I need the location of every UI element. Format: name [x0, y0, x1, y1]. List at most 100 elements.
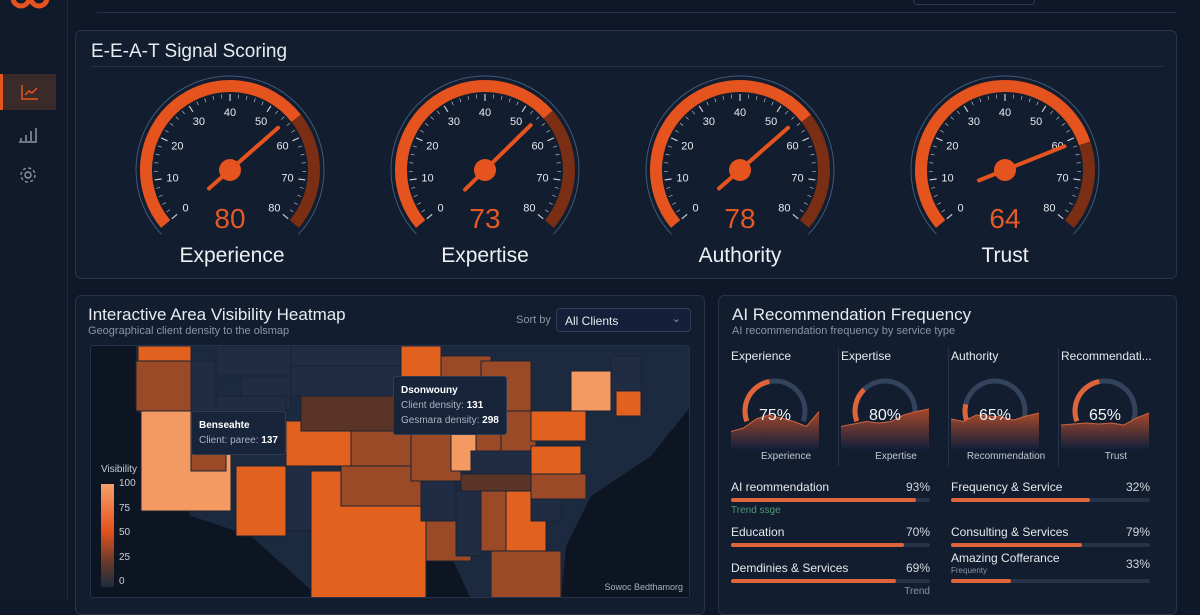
gauge-scale-label: 50: [255, 116, 267, 128]
map-region[interactable]: [138, 346, 191, 361]
gauge-needle: [979, 146, 1064, 180]
map-region[interactable]: [191, 361, 216, 411]
gauge-tick: [530, 111, 533, 114]
gauge-tick: [931, 154, 935, 155]
gauge-tick: [413, 146, 417, 147]
heatmap-title: Interactive Area Visibility Heatmap: [88, 305, 346, 325]
sidebar: [0, 0, 68, 600]
gauge-label: Trust: [905, 244, 1105, 268]
gauge-scale-label: 10: [421, 173, 433, 185]
gauge-tick: [945, 123, 948, 125]
map-region[interactable]: [481, 491, 506, 551]
gauge-tick: [756, 96, 757, 100]
ai-card-footer: Recommendation: [951, 451, 1061, 462]
gauge-tick: [293, 138, 299, 141]
gauge-tick: [785, 111, 788, 114]
tooltip-label: Gesmara density:: [401, 415, 479, 426]
metric-value: 32%: [1100, 480, 1150, 494]
ai-card-title: Experience: [731, 349, 791, 363]
search-input[interactable]: [913, 0, 1035, 5]
gauge-tick: [964, 106, 968, 112]
gauge-tick: [411, 154, 415, 155]
gauge-tick: [553, 179, 560, 180]
map-region[interactable]: [136, 361, 191, 411]
map-region[interactable]: [341, 466, 421, 506]
gauge-tick: [275, 111, 278, 114]
gauge-tick: [416, 138, 422, 141]
map-region[interactable]: [461, 474, 531, 491]
map-region[interactable]: [216, 346, 291, 376]
ai-card-title: Expertise: [841, 349, 891, 363]
gauge-tick: [287, 123, 290, 125]
map-canvas[interactable]: [91, 346, 690, 598]
gauge-scale-label: 10: [166, 173, 178, 185]
gauge-tick: [281, 117, 284, 120]
tooltip-label: Client density:: [401, 400, 464, 411]
metric-bar: [731, 498, 930, 502]
gauge-scale-label: 30: [193, 116, 205, 128]
gauge-tick: [680, 123, 683, 125]
map-region[interactable]: [531, 446, 581, 474]
gauge-tick: [1073, 179, 1080, 180]
sidebar-item-settings[interactable]: [0, 157, 56, 193]
gauge-tick: [988, 96, 989, 100]
legend-title: Visibility: [101, 464, 137, 475]
ai-card-footer: Experience: [731, 451, 841, 462]
chevron-down-icon: ⌄: [672, 312, 681, 325]
trend-note: Trend ssge: [731, 505, 781, 516]
gauge-tick: [803, 138, 809, 141]
tooltip-value: 298: [482, 415, 499, 426]
map-region[interactable]: [216, 396, 286, 411]
metric-bar: [951, 543, 1150, 547]
gauge-tick: [671, 138, 677, 141]
legend-tick: 0: [119, 576, 125, 587]
gauge-tick: [291, 130, 294, 132]
gauge-hub: [994, 159, 1016, 181]
gauge-tick: [548, 138, 554, 141]
header-divider: [97, 12, 1177, 13]
gauge-tick: [777, 106, 781, 112]
map-region[interactable]: [616, 391, 641, 416]
gauge-tick: [522, 106, 526, 112]
gauge-tick: [431, 117, 434, 120]
map-region[interactable]: [236, 466, 286, 536]
legend-tick: 75: [119, 503, 130, 514]
map-region[interactable]: [571, 371, 611, 411]
sort-select-value: All Clients: [565, 314, 618, 328]
gauge-hub: [219, 159, 241, 181]
gauge-value: 73: [405, 203, 565, 235]
metric-label: AI reommendation: [731, 480, 829, 494]
gauge-tick: [936, 138, 942, 141]
gauge-tick: [414, 195, 418, 196]
metric-bar-fill: [731, 543, 904, 547]
map-region[interactable]: [531, 411, 586, 441]
metric-value: 79%: [1100, 525, 1150, 539]
map-region[interactable]: [491, 551, 561, 598]
gauge-tick: [930, 179, 937, 180]
ai-card-value: 75%: [759, 407, 791, 424]
ai-card[interactable]: Experience 75% Experience: [731, 345, 841, 465]
map-region[interactable]: [291, 366, 401, 396]
metric-bar-fill: [951, 498, 1090, 502]
ai-card-value: 80%: [869, 407, 901, 424]
map-region[interactable]: [421, 481, 456, 521]
gauge-tick: [1068, 138, 1074, 141]
map-region[interactable]: [456, 491, 481, 556]
logo: [10, 0, 50, 12]
gauge-tick: [1075, 154, 1079, 155]
gauge-tick: [972, 102, 974, 106]
sort-select[interactable]: All Clients ⌄: [556, 308, 691, 332]
map-region[interactable]: [291, 346, 401, 366]
map-region[interactable]: [531, 474, 586, 499]
gauge-tick: [951, 117, 954, 120]
metric-value: 33%: [1100, 557, 1150, 571]
ai-card[interactable]: Recommendati...65%Trust: [1061, 345, 1171, 465]
sidebar-item-analytics[interactable]: [0, 74, 56, 110]
gauge-label: Authority: [640, 244, 840, 268]
sidebar-item-reports[interactable]: [0, 116, 56, 152]
ai-card-value: 65%: [979, 407, 1011, 424]
